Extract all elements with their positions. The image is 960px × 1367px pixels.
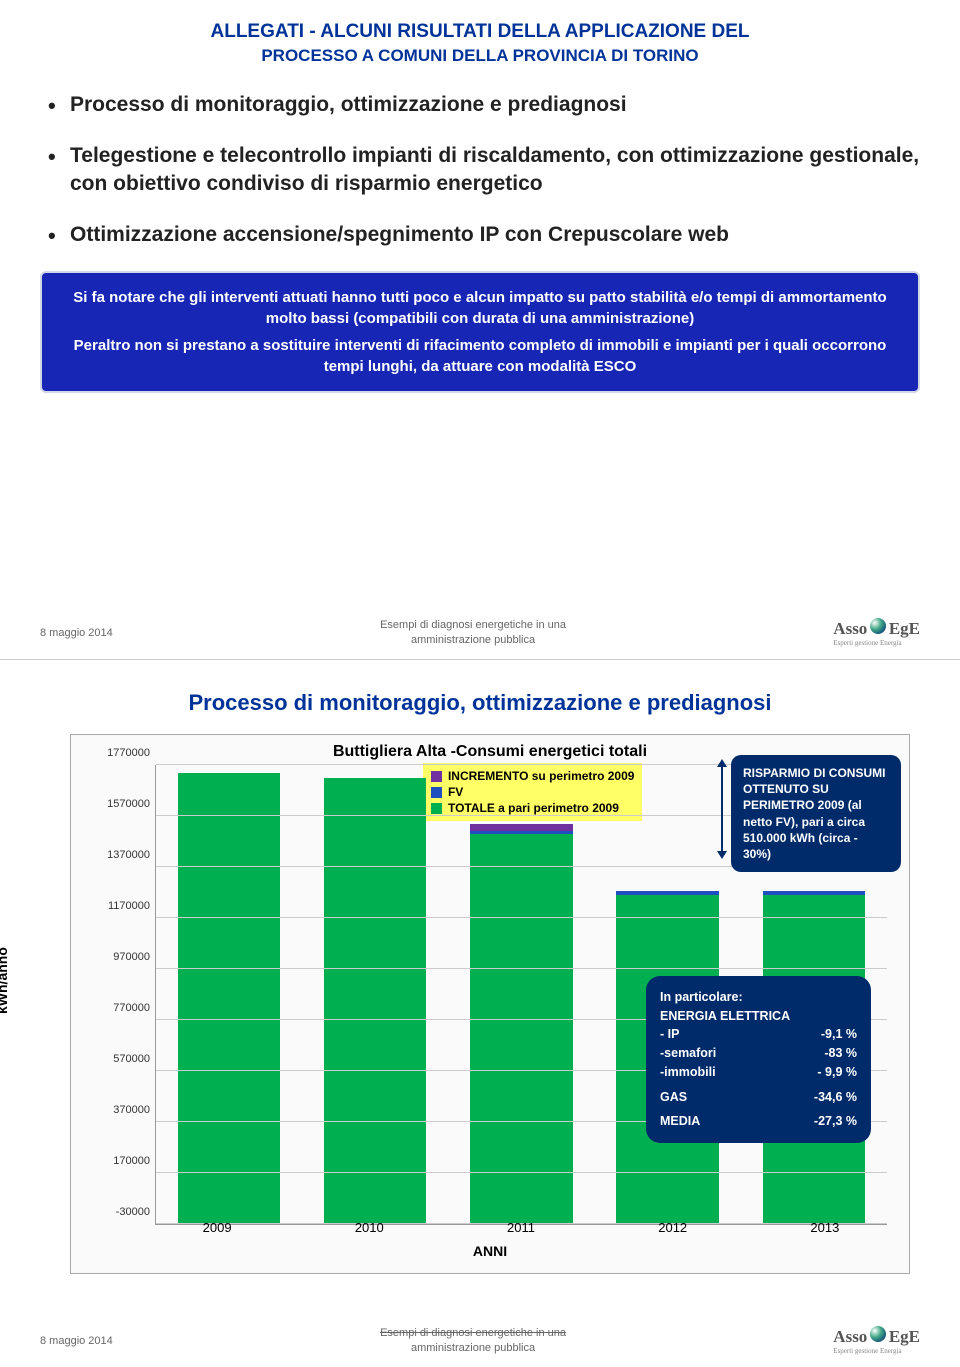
notice-box: Si fa notare che gli interventi attuati … xyxy=(40,271,920,393)
callout-details-head: In particolare: xyxy=(660,988,857,1007)
logo-left: Asso xyxy=(833,619,867,638)
callout-details: In particolare: ENERGIA ELETTRICA - IP-9… xyxy=(646,976,871,1143)
logo-right: EgE xyxy=(889,619,920,638)
y-tick-label: -30000 xyxy=(116,1206,156,1218)
y-tick-label: 1170000 xyxy=(108,900,156,912)
footer-center-l1-strike: Esempi di diagnosi energetiche in una xyxy=(380,1327,566,1339)
callout-row-ee: ENERGIA ELETTRICA xyxy=(660,1007,857,1026)
title-line-2: PROCESSO A COMUNI DELLA PROVINCIA DI TOR… xyxy=(261,46,698,65)
footer-date: 8 maggio 2014 xyxy=(40,1335,113,1347)
bar-segment-totale xyxy=(470,834,572,1224)
footer-center-l2: amministrazione pubblica xyxy=(411,634,535,646)
x-tick-label: 2011 xyxy=(507,1220,535,1235)
footer-center-l1: Esempi di diagnosi energetiche in una xyxy=(380,619,566,631)
x-tick-label: 2012 xyxy=(658,1220,687,1235)
logo-sub: Esperti gestione Energia xyxy=(833,1347,920,1355)
logo-right: EgE xyxy=(889,1327,920,1346)
bar-segment-totale xyxy=(324,778,426,1224)
notice-p2: Peraltro non si prestano a sostituire in… xyxy=(60,335,900,377)
callout-row-sem: -semafori-83 % xyxy=(660,1044,857,1063)
notice-p1: Si fa notare che gli interventi attuati … xyxy=(60,287,900,329)
footer-logo: Asso EgE Esperti gestione Energia xyxy=(833,1326,920,1355)
globe-icon xyxy=(870,1326,886,1342)
bullet-1: Processo di monitoraggio, ottimizzazione… xyxy=(48,91,920,119)
callout-row-ip: - IP-9,1 % xyxy=(660,1025,857,1044)
bar-segment-incremento xyxy=(470,824,572,832)
footer-center: Esempi di diagnosi energetiche in una am… xyxy=(113,1326,834,1355)
y-tick-label: 970000 xyxy=(113,951,156,963)
y-tick-label: 370000 xyxy=(113,1104,156,1116)
x-tick-label: 2009 xyxy=(203,1220,232,1235)
chart-container: Buttigliera Alta -Consumi energetici tot… xyxy=(70,734,910,1274)
bar-2009 xyxy=(178,765,280,1224)
slide1-title: ALLEGATI - ALCUNI RISULTATI DELLA APPLIC… xyxy=(40,20,920,67)
title-line-1: ALLEGATI - ALCUNI RISULTATI DELLA APPLIC… xyxy=(211,21,750,42)
footer-center: Esempi di diagnosi energetiche in una am… xyxy=(113,618,834,647)
bar-2010 xyxy=(324,765,426,1224)
slide1-footer: 8 maggio 2014 Esempi di diagnosi energet… xyxy=(40,618,920,647)
callout-row-imm: -immobili- 9,9 % xyxy=(660,1063,857,1082)
slide-1: ALLEGATI - ALCUNI RISULTATI DELLA APPLIC… xyxy=(0,0,960,660)
y-axis-label: kWh/anno xyxy=(0,947,10,1014)
slide-2: Processo di monitoraggio, ottimizzazione… xyxy=(0,660,960,1367)
grid-line xyxy=(156,968,887,969)
globe-icon xyxy=(870,618,886,634)
footer-center-l2: amministrazione pubblica xyxy=(411,1342,535,1354)
slide2-title: Processo di monitoraggio, ottimizzazione… xyxy=(40,690,920,716)
bar-2011 xyxy=(470,765,572,1224)
bullet-3: Ottimizzazione accensione/spegnimento IP… xyxy=(48,221,920,249)
bullet-2: Telegestione e telecontrollo impianti di… xyxy=(48,142,920,199)
logo-left: Asso xyxy=(833,1327,867,1346)
y-tick-label: 770000 xyxy=(113,1002,156,1014)
y-tick-label: 170000 xyxy=(113,1155,156,1167)
bullet-list: Processo di monitoraggio, ottimizzazione… xyxy=(40,91,920,248)
x-axis-title: ANNI xyxy=(71,1243,909,1259)
callout-savings: RISPARMIO DI CONSUMI OTTENUTO SU PERIMET… xyxy=(731,755,901,872)
grid-line xyxy=(156,917,887,918)
footer-date: 8 maggio 2014 xyxy=(40,627,113,639)
y-tick-label: 1370000 xyxy=(107,849,156,861)
bar-segment-totale xyxy=(178,773,280,1224)
comparison-arrow-icon xyxy=(721,765,723,853)
footer-logo: Asso EgE Esperti gestione Energia xyxy=(833,618,920,647)
logo-sub: Esperti gestione Energia xyxy=(833,639,920,647)
y-tick-label: 1770000 xyxy=(107,747,156,759)
callout-row-media: MEDIA-27,3 % xyxy=(660,1112,857,1131)
x-tick-label: 2013 xyxy=(810,1220,839,1235)
grid-line xyxy=(156,1172,887,1173)
slide2-footer: 8 maggio 2014 Esempi di diagnosi energet… xyxy=(40,1326,920,1355)
x-tick-label: 2010 xyxy=(355,1220,384,1235)
x-axis-labels: 2009 2010 2011 2012 2013 xyxy=(141,1220,901,1235)
callout-row-gas: GAS-34,6 % xyxy=(660,1088,857,1107)
y-tick-label: 1570000 xyxy=(107,798,156,810)
y-tick-label: 570000 xyxy=(113,1053,156,1065)
